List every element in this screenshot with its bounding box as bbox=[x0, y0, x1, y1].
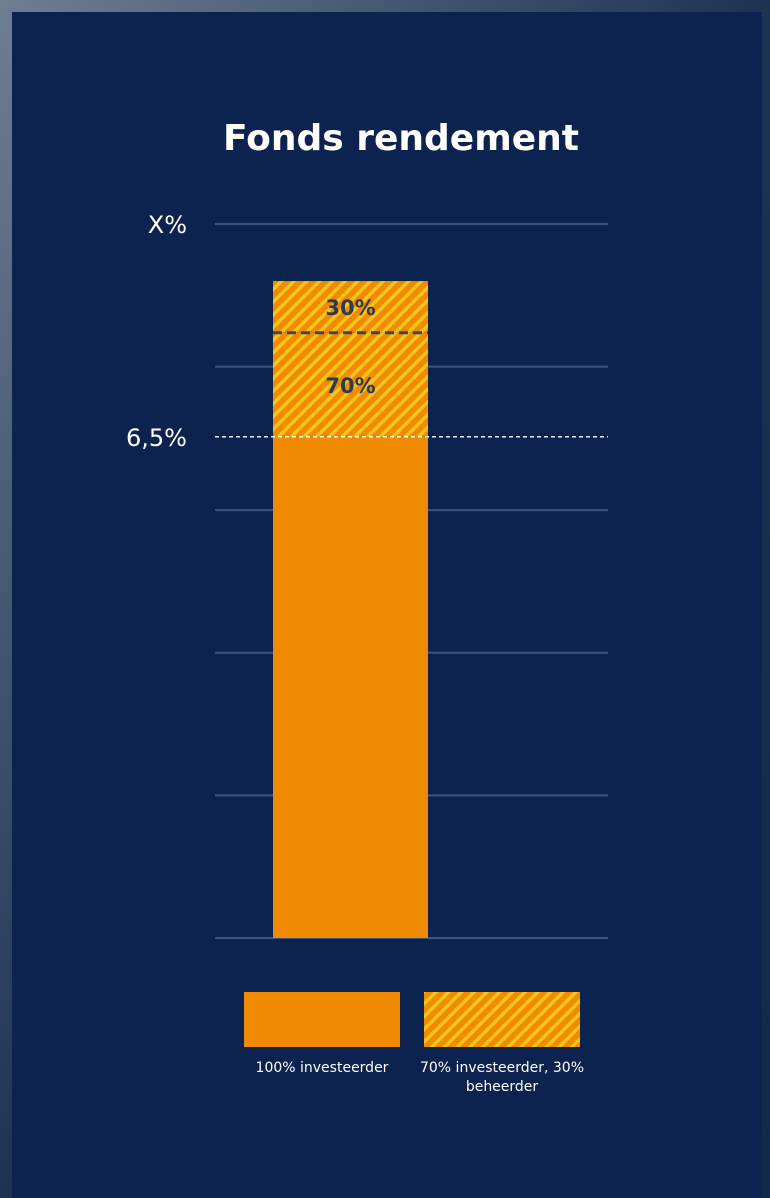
legend-label: 100% investeerder bbox=[237, 1059, 407, 1078]
chart: Fonds rendement 70% 30% 6,5% X% bbox=[0, 0, 770, 1198]
legend-swatch bbox=[424, 992, 580, 1047]
chart-title: Fonds rendement bbox=[223, 118, 579, 159]
bar bbox=[273, 437, 428, 938]
y-tick-label: X% bbox=[148, 211, 187, 239]
y-tick-label: 6,5% bbox=[126, 424, 187, 452]
legend-swatch bbox=[244, 992, 400, 1047]
legend-label: 70% investeerder, 30% beheerder bbox=[417, 1059, 587, 1097]
segment-label: 30% bbox=[325, 296, 375, 320]
segment-label: 70% bbox=[325, 374, 375, 398]
page: Fonds rendement 70% 30% 6,5% X% 100% invest… bbox=[0, 0, 770, 1198]
